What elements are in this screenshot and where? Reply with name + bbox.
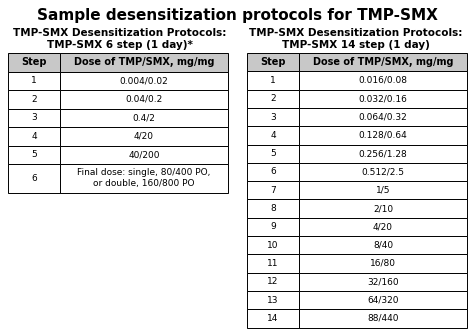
Bar <box>60 146 228 164</box>
Bar <box>299 126 467 145</box>
Bar <box>60 72 228 90</box>
Text: 0.016/0.08: 0.016/0.08 <box>358 76 408 85</box>
Text: 11: 11 <box>267 259 279 268</box>
Bar <box>247 53 299 71</box>
Text: 9: 9 <box>270 222 276 231</box>
Text: Sample desensitization protocols for TMP-SMX: Sample desensitization protocols for TMP… <box>36 8 438 23</box>
Bar <box>247 218 299 236</box>
Bar <box>8 146 60 164</box>
Text: 4: 4 <box>31 132 37 141</box>
Bar <box>299 145 467 163</box>
Text: 88/440: 88/440 <box>367 314 399 323</box>
Text: 4/20: 4/20 <box>134 132 154 141</box>
Bar <box>60 90 228 109</box>
Text: Step: Step <box>21 57 47 67</box>
Text: 3: 3 <box>31 113 37 122</box>
Text: 3: 3 <box>270 113 276 122</box>
Bar <box>299 254 467 273</box>
Text: Step: Step <box>260 57 286 67</box>
Bar <box>60 53 228 72</box>
Text: 0.04/0.2: 0.04/0.2 <box>126 95 163 104</box>
Text: 16/80: 16/80 <box>370 259 396 268</box>
Bar <box>60 127 228 146</box>
Text: 8/40: 8/40 <box>373 241 393 250</box>
Bar <box>247 236 299 254</box>
Bar <box>8 90 60 109</box>
Text: 2: 2 <box>31 95 37 104</box>
Text: Final dose: single, 80/400 PO,
or double, 160/800 PO: Final dose: single, 80/400 PO, or double… <box>77 168 210 188</box>
Text: 1: 1 <box>31 76 37 85</box>
Text: Dose of TMP/SMX, mg/mg: Dose of TMP/SMX, mg/mg <box>74 57 214 67</box>
Bar <box>299 53 467 71</box>
Bar <box>299 273 467 291</box>
Bar <box>299 181 467 199</box>
Bar <box>60 164 228 192</box>
Text: 10: 10 <box>267 241 279 250</box>
Bar <box>8 164 60 192</box>
Bar <box>299 71 467 90</box>
Bar <box>299 236 467 254</box>
Bar <box>299 218 467 236</box>
Bar <box>247 163 299 181</box>
Text: 1: 1 <box>270 76 276 85</box>
Text: 0.4/2: 0.4/2 <box>133 113 155 122</box>
Bar <box>247 108 299 126</box>
Bar <box>247 71 299 90</box>
Bar <box>247 199 299 218</box>
Text: 5: 5 <box>270 149 276 158</box>
Text: 6: 6 <box>31 174 37 183</box>
Text: Dose of TMP/SMX, mg/mg: Dose of TMP/SMX, mg/mg <box>313 57 453 67</box>
Text: 0.512/2.5: 0.512/2.5 <box>362 167 404 176</box>
Text: TMP-SMX Desensitization Protocols:
TMP-SMX 14 step (1 day): TMP-SMX Desensitization Protocols: TMP-S… <box>249 28 463 50</box>
Text: 0.004/0.02: 0.004/0.02 <box>119 76 168 85</box>
Text: 14: 14 <box>267 314 279 323</box>
Bar <box>8 127 60 146</box>
Text: 7: 7 <box>270 186 276 195</box>
Text: 4/20: 4/20 <box>373 222 393 231</box>
Text: 5: 5 <box>31 150 37 159</box>
Text: 6: 6 <box>270 167 276 176</box>
Text: 1/5: 1/5 <box>376 186 390 195</box>
Bar <box>299 108 467 126</box>
Text: TMP-SMX Desensitization Protocols:
TMP-SMX 6 step (1 day)*: TMP-SMX Desensitization Protocols: TMP-S… <box>13 28 227 50</box>
Bar <box>247 90 299 108</box>
Bar <box>8 72 60 90</box>
Bar <box>299 291 467 309</box>
Bar <box>247 126 299 145</box>
Text: 8: 8 <box>270 204 276 213</box>
Text: 0.064/0.32: 0.064/0.32 <box>359 113 407 122</box>
Bar <box>299 199 467 218</box>
Bar <box>8 53 60 72</box>
Bar <box>299 163 467 181</box>
Text: 0.256/1.28: 0.256/1.28 <box>359 149 407 158</box>
Text: 4: 4 <box>270 131 276 140</box>
Text: 40/200: 40/200 <box>128 150 160 159</box>
Bar <box>247 181 299 199</box>
Text: 2/10: 2/10 <box>373 204 393 213</box>
Bar <box>247 273 299 291</box>
Bar <box>299 309 467 327</box>
Text: 2: 2 <box>270 94 276 103</box>
Text: 64/320: 64/320 <box>367 296 399 305</box>
Text: 12: 12 <box>267 277 279 286</box>
Bar <box>247 291 299 309</box>
Bar <box>299 90 467 108</box>
Bar <box>247 145 299 163</box>
Text: 0.032/0.16: 0.032/0.16 <box>358 94 408 103</box>
Bar <box>247 254 299 273</box>
Text: 0.128/0.64: 0.128/0.64 <box>359 131 407 140</box>
Bar <box>247 309 299 327</box>
Text: 13: 13 <box>267 296 279 305</box>
Text: 32/160: 32/160 <box>367 277 399 286</box>
Bar <box>8 109 60 127</box>
Bar <box>60 109 228 127</box>
